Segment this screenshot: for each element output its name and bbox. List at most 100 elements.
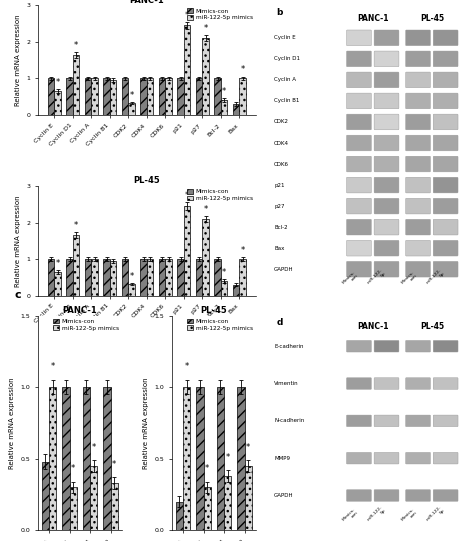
Bar <box>159 259 165 295</box>
Bar <box>122 78 128 115</box>
Text: *: * <box>226 453 230 461</box>
FancyBboxPatch shape <box>433 156 458 172</box>
Title: PANC-1: PANC-1 <box>129 0 164 5</box>
Bar <box>184 25 190 115</box>
Text: N-cadherin: N-cadherin <box>274 418 304 424</box>
Text: Mimics-
con: Mimics- con <box>341 507 359 525</box>
FancyBboxPatch shape <box>433 30 458 45</box>
Bar <box>177 78 184 115</box>
FancyBboxPatch shape <box>433 490 458 502</box>
Bar <box>73 235 79 295</box>
FancyBboxPatch shape <box>346 452 371 464</box>
FancyBboxPatch shape <box>374 219 399 235</box>
Text: miR-122-
5p: miR-122- 5p <box>366 268 386 288</box>
Bar <box>91 78 98 115</box>
Bar <box>217 387 224 530</box>
FancyBboxPatch shape <box>374 51 399 67</box>
Text: c: c <box>15 290 21 300</box>
Bar <box>203 487 211 530</box>
Text: Vimentin: Vimentin <box>274 381 299 386</box>
Bar <box>70 487 77 530</box>
Bar <box>224 476 231 530</box>
Text: *: * <box>205 464 209 473</box>
Text: MMP9: MMP9 <box>274 456 290 461</box>
FancyBboxPatch shape <box>346 240 371 256</box>
Title: PL-45: PL-45 <box>133 176 160 185</box>
FancyBboxPatch shape <box>433 135 458 151</box>
Y-axis label: Relative mRNA expression: Relative mRNA expression <box>9 377 15 469</box>
FancyBboxPatch shape <box>374 93 399 109</box>
Text: b: b <box>276 8 283 17</box>
FancyBboxPatch shape <box>406 340 430 352</box>
FancyBboxPatch shape <box>374 72 399 88</box>
FancyBboxPatch shape <box>433 51 458 67</box>
Bar <box>73 55 79 115</box>
FancyBboxPatch shape <box>374 240 399 256</box>
Text: d: d <box>276 318 283 327</box>
FancyBboxPatch shape <box>406 135 430 151</box>
FancyBboxPatch shape <box>374 378 399 390</box>
FancyBboxPatch shape <box>406 490 430 502</box>
Bar <box>110 80 116 115</box>
FancyBboxPatch shape <box>346 51 371 67</box>
Text: PANC-1: PANC-1 <box>357 14 389 23</box>
FancyBboxPatch shape <box>433 261 458 277</box>
Bar <box>83 387 90 530</box>
Bar <box>110 261 116 295</box>
FancyBboxPatch shape <box>374 490 399 502</box>
FancyBboxPatch shape <box>374 452 399 464</box>
Text: p27: p27 <box>274 203 285 209</box>
FancyBboxPatch shape <box>346 490 371 502</box>
FancyBboxPatch shape <box>346 93 371 109</box>
Text: *: * <box>203 24 208 33</box>
FancyBboxPatch shape <box>433 340 458 352</box>
Text: *: * <box>222 87 226 96</box>
Text: Cyclin A: Cyclin A <box>274 77 296 82</box>
FancyBboxPatch shape <box>433 72 458 88</box>
Bar <box>91 259 98 295</box>
Bar <box>103 387 110 530</box>
Bar <box>239 259 246 295</box>
FancyBboxPatch shape <box>433 415 458 427</box>
Text: *: * <box>240 246 245 255</box>
FancyBboxPatch shape <box>346 199 371 214</box>
Bar <box>196 78 202 115</box>
FancyBboxPatch shape <box>374 177 399 193</box>
FancyBboxPatch shape <box>406 177 430 193</box>
FancyBboxPatch shape <box>374 199 399 214</box>
Bar <box>214 259 221 295</box>
Legend: Mimics-con, miR-122-5p mimics: Mimics-con, miR-122-5p mimics <box>54 319 119 331</box>
FancyBboxPatch shape <box>406 93 430 109</box>
Bar <box>122 259 128 295</box>
Text: GAPDH: GAPDH <box>274 267 294 272</box>
Text: GAPDH: GAPDH <box>274 493 294 498</box>
Bar <box>196 387 203 530</box>
Bar <box>55 91 61 115</box>
FancyBboxPatch shape <box>374 114 399 130</box>
Text: Mimics-
con: Mimics- con <box>400 507 418 525</box>
Text: *: * <box>91 443 96 452</box>
FancyBboxPatch shape <box>346 415 371 427</box>
Text: *: * <box>112 460 117 469</box>
FancyBboxPatch shape <box>406 240 430 256</box>
Bar <box>55 272 61 295</box>
Text: *: * <box>74 221 78 230</box>
Bar <box>42 461 49 530</box>
Bar <box>66 78 73 115</box>
FancyBboxPatch shape <box>406 378 430 390</box>
FancyBboxPatch shape <box>374 30 399 45</box>
Bar <box>140 78 147 115</box>
FancyBboxPatch shape <box>346 135 371 151</box>
Text: E-cadherin: E-cadherin <box>274 344 304 349</box>
Text: CDK2: CDK2 <box>274 120 289 124</box>
Text: *: * <box>55 259 60 268</box>
Bar <box>183 387 190 530</box>
FancyBboxPatch shape <box>346 177 371 193</box>
FancyBboxPatch shape <box>346 378 371 390</box>
Bar <box>85 78 91 115</box>
Bar <box>90 466 97 530</box>
Title: PANC-1: PANC-1 <box>63 306 97 315</box>
Bar <box>221 281 227 295</box>
FancyBboxPatch shape <box>406 156 430 172</box>
FancyBboxPatch shape <box>406 219 430 235</box>
